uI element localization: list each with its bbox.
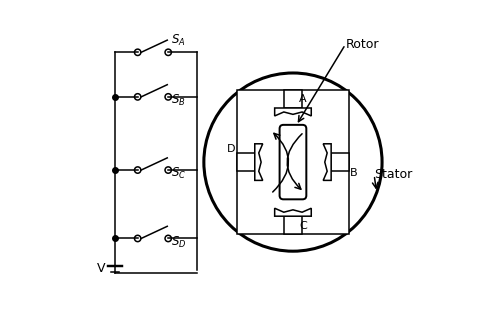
Bar: [284, 216, 302, 234]
Text: Stator: Stator: [374, 168, 412, 181]
Polygon shape: [255, 144, 262, 180]
Text: Rotor: Rotor: [346, 38, 379, 51]
Text: $S_A$: $S_A$: [172, 32, 186, 48]
Text: A: A: [300, 94, 307, 104]
Text: D: D: [227, 144, 235, 154]
Text: C: C: [300, 221, 307, 230]
Text: $S_B$: $S_B$: [172, 93, 186, 108]
Text: V: V: [96, 262, 105, 275]
Text: $S_C$: $S_C$: [172, 166, 186, 181]
Polygon shape: [274, 208, 312, 216]
Polygon shape: [323, 144, 331, 180]
FancyBboxPatch shape: [280, 125, 306, 199]
Text: B: B: [350, 169, 358, 178]
Text: $S_D$: $S_D$: [172, 235, 187, 250]
Bar: [238, 91, 348, 234]
Polygon shape: [274, 108, 312, 116]
Bar: [331, 153, 348, 171]
Bar: [238, 153, 255, 171]
Bar: [284, 91, 302, 108]
